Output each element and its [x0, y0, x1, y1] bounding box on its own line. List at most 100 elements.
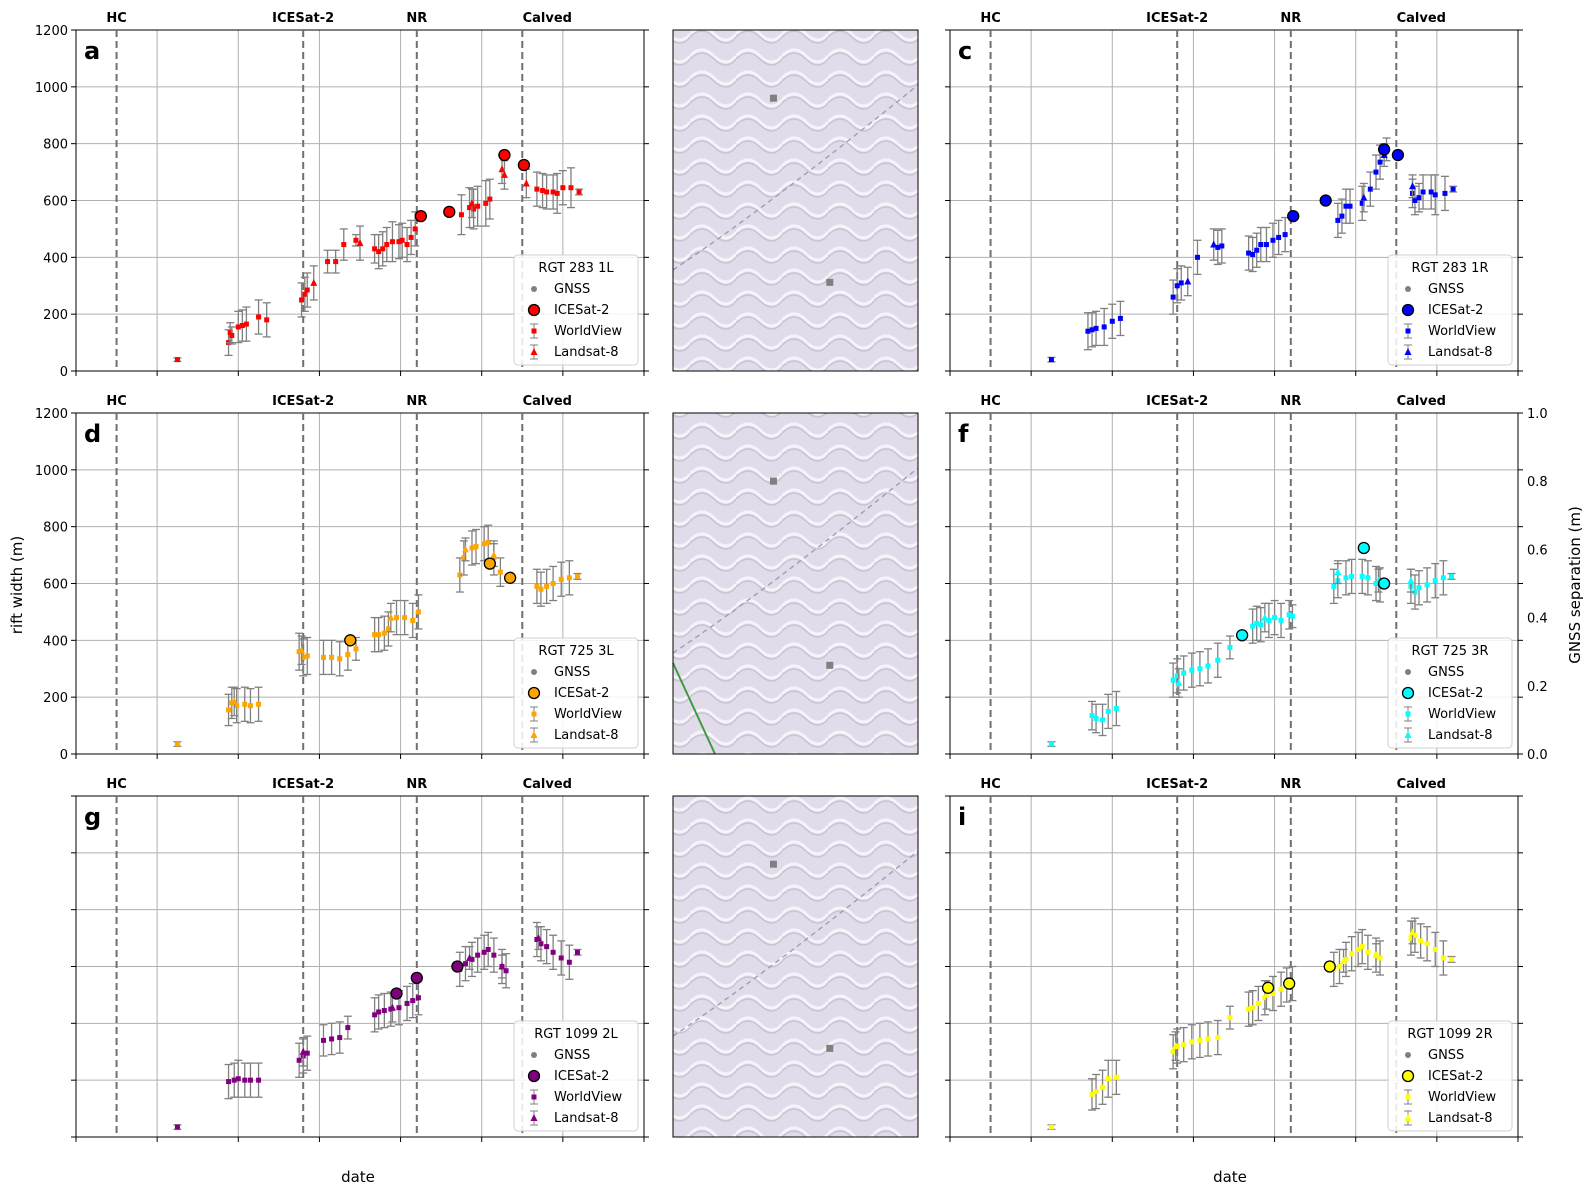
worldview-point — [568, 185, 574, 191]
icesat-point — [517, 158, 531, 172]
event-label: HC — [980, 777, 1000, 792]
worldview-point — [372, 632, 378, 638]
worldview-point — [381, 630, 387, 636]
legend-worldview-marker — [531, 711, 537, 717]
worldview-point — [243, 321, 249, 327]
worldview-point — [1048, 1124, 1054, 1130]
worldview-point — [574, 573, 580, 579]
map-panel-2 — [672, 412, 919, 755]
worldview-point — [1343, 203, 1349, 209]
worldview-point — [1174, 673, 1180, 679]
worldview-point — [1365, 949, 1371, 955]
event-label: ICESat-2 — [1146, 11, 1208, 26]
worldview-point — [538, 586, 544, 592]
landsat-point — [299, 1047, 307, 1055]
landsat-point — [535, 934, 543, 942]
worldview-point — [1048, 741, 1054, 747]
legend-entry: GNSS — [1428, 1048, 1464, 1063]
event-label: Calved — [523, 777, 572, 792]
y-tick-label: 0 — [60, 748, 68, 763]
worldview-point — [1416, 195, 1422, 201]
landsat-point — [1261, 613, 1269, 621]
worldview-point — [1289, 613, 1295, 619]
legend: RGT 1099 2R GNSS ICESat-2 WorldView Landsat-… — [1387, 1020, 1513, 1132]
landsat-point — [466, 953, 474, 961]
worldview-point — [1359, 200, 1365, 206]
legend-title: RGT 283 1R — [1412, 261, 1489, 276]
event-label: NR — [1280, 394, 1301, 409]
worldview-point — [337, 1035, 343, 1041]
legend-title: RGT 725 3L — [538, 644, 614, 659]
legend-entry: Landsat-8 — [554, 345, 619, 360]
gnss-station-marker — [826, 661, 834, 669]
event-label: NR — [406, 11, 427, 26]
legend-box — [1387, 254, 1513, 366]
event-label: Calved — [1397, 394, 1446, 409]
worldview-point — [473, 544, 479, 550]
worldview-point — [300, 654, 306, 660]
icesat-point — [1323, 960, 1336, 973]
worldview-point — [302, 291, 308, 297]
worldview-point — [174, 741, 180, 747]
worldview-point — [550, 581, 556, 586]
worldview-point — [544, 189, 550, 195]
legend-entry: Landsat-8 — [554, 1111, 619, 1126]
worldview-point — [372, 1012, 378, 1018]
worldview-point — [247, 1077, 253, 1083]
legend-entry: WorldView — [1428, 324, 1496, 339]
worldview-point — [1250, 251, 1256, 257]
legend-entry: WorldView — [1428, 1090, 1496, 1105]
event-label: HC — [106, 394, 126, 409]
worldview-point — [384, 242, 390, 248]
panel-letter: i — [958, 803, 966, 831]
legend-box — [1387, 637, 1513, 749]
panel-letter: f — [958, 420, 969, 448]
legend-icesat-marker — [527, 1069, 541, 1083]
landsat-point — [1334, 568, 1342, 576]
landsat-point — [1372, 951, 1380, 959]
worldview-point — [1250, 1005, 1256, 1011]
panel-a: 0 200 400 600 800 1000 1200 HC ICESat-2 NR Calved a… — [35, 11, 649, 380]
worldview-point — [412, 226, 418, 232]
worldview-point — [1205, 663, 1211, 669]
worldview-point — [1432, 192, 1438, 198]
gnss-station-marker — [826, 1044, 834, 1052]
event-label: Calved — [523, 394, 572, 409]
landsat-point — [1409, 182, 1417, 190]
event-label: Calved — [1397, 777, 1446, 792]
worldview-point — [461, 555, 467, 561]
icesat-point — [410, 971, 423, 985]
worldview-point — [410, 617, 416, 623]
worldview-point — [1450, 186, 1456, 192]
worldview-point — [469, 545, 475, 551]
worldview-point — [1365, 575, 1371, 581]
worldview-point — [1432, 578, 1438, 584]
legend-entry: GNSS — [554, 282, 590, 297]
legend-icesat-marker — [1401, 303, 1415, 317]
icesat-point — [1377, 143, 1391, 156]
panel-i: HC ICESat-2 NR Calved i RGT 1099 2R GNSS ICESat… — [945, 777, 1523, 1142]
event-label: NR — [406, 394, 427, 409]
worldview-point — [1100, 717, 1106, 723]
rift-trace — [672, 850, 919, 1037]
worldview-point — [1276, 234, 1282, 240]
worldview-point — [415, 609, 421, 615]
worldview-point — [1178, 280, 1184, 286]
worldview-point — [396, 1005, 402, 1011]
worldview-point — [1270, 237, 1276, 243]
worldview-point — [1113, 706, 1119, 712]
worldview-point — [538, 941, 544, 947]
worldview-point — [376, 632, 382, 638]
icesat-point — [414, 209, 428, 223]
worldview-point — [256, 701, 262, 707]
worldview-point — [1048, 357, 1054, 363]
worldview-point — [1089, 713, 1095, 719]
worldview-point — [576, 189, 582, 195]
worldview-point — [1117, 315, 1123, 321]
y-tick-label: 1000 — [35, 464, 68, 479]
map-frame — [672, 29, 919, 372]
legend-title: RGT 725 3R — [1412, 644, 1489, 659]
landsat-point — [1409, 928, 1417, 936]
icesat-point — [1357, 541, 1370, 555]
worldview-point — [242, 701, 248, 707]
